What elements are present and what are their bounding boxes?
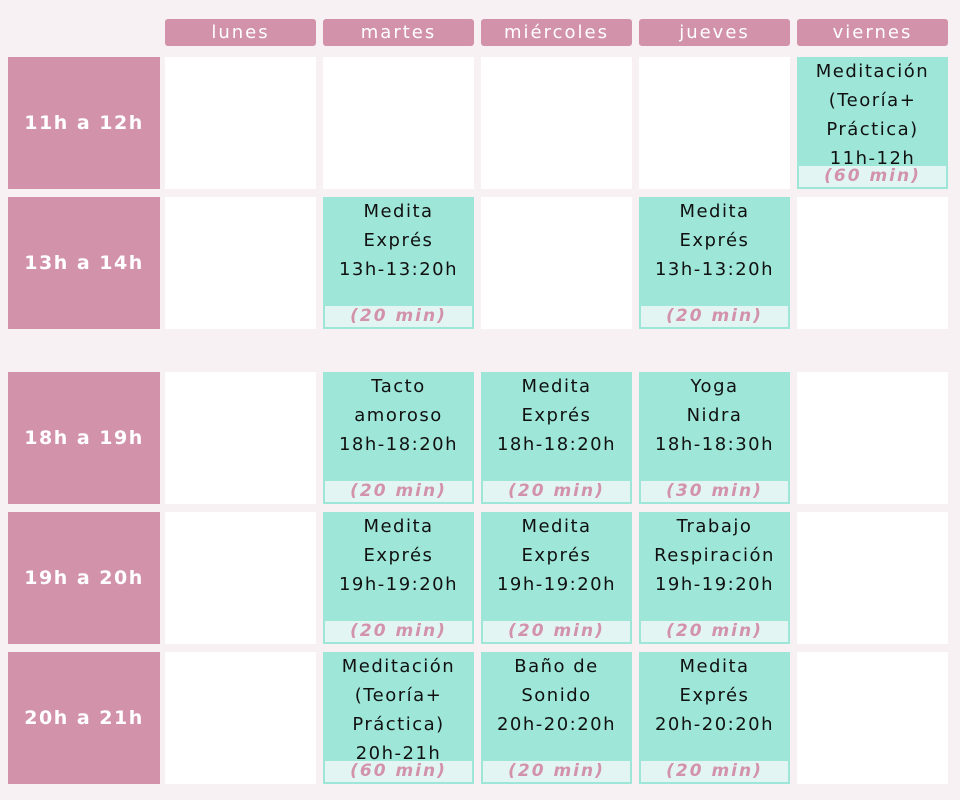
schedule-cell <box>165 372 316 504</box>
schedule-cell <box>797 512 948 644</box>
event-duration: (20 min) <box>325 621 472 642</box>
schedule-cell <box>165 512 316 644</box>
event-title-line: 19h-19:20h <box>338 574 459 595</box>
schedule-cell <box>165 57 316 189</box>
event-title-line: Yoga <box>690 376 739 397</box>
event-block[interactable]: Medita Exprés 19h-19:20h (20 min) <box>323 512 474 644</box>
event-title-line: Meditación <box>341 656 456 677</box>
event-title-line: Exprés <box>679 685 750 706</box>
event-block[interactable]: Baño de Sonido 20h-20:20h (20 min) <box>481 652 632 784</box>
event-title-line: Medita <box>521 516 592 537</box>
event-block[interactable]: Medita Exprés 18h-18:20h (20 min) <box>481 372 632 504</box>
event-title-line: 18h-18:20h <box>496 434 617 455</box>
event-title-line: Práctica) <box>352 714 445 735</box>
event-title-line: 19h-19:20h <box>654 574 775 595</box>
schedule-cell <box>797 197 948 329</box>
time-slot-label: 11h a 12h <box>8 57 160 189</box>
time-slot-label: 19h a 20h <box>8 512 160 644</box>
event-title-line: Nidra <box>686 405 743 426</box>
schedule-cell <box>481 197 632 329</box>
event-block[interactable]: Meditación (Teoría+ Práctica) 11h-12h (60 mi… <box>797 57 948 189</box>
event-title-line: 11h-12h <box>829 148 916 169</box>
event-title-line: Medita <box>679 201 750 222</box>
event-title-line: Medita <box>363 201 434 222</box>
day-header-4: viernes <box>797 19 948 46</box>
event-duration: (20 min) <box>483 621 630 642</box>
event-title-line: Práctica) <box>826 119 919 140</box>
event-title-line: Medita <box>363 516 434 537</box>
time-slot-label: 18h a 19h <box>8 372 160 504</box>
event-title-line: (Teoría+ <box>828 90 917 111</box>
schedule-cell <box>797 652 948 784</box>
event-duration: (20 min) <box>641 761 788 782</box>
event-block[interactable]: Medita Exprés 13h-13:20h (20 min) <box>323 197 474 329</box>
event-title-line: Respiración <box>654 545 775 566</box>
event-duration: (60 min) <box>799 166 946 187</box>
event-title-line: Exprés <box>521 545 592 566</box>
event-block[interactable]: Tacto amoroso 18h-18:20h (20 min) <box>323 372 474 504</box>
event-title-line: 20h-21h <box>355 743 442 764</box>
event-title-line: Exprés <box>679 230 750 251</box>
event-title-line: 20h-20:20h <box>654 714 775 735</box>
event-title-line: Meditación <box>815 61 930 82</box>
event-title-line: 18h-18:30h <box>654 434 775 455</box>
schedule-cell <box>639 57 790 189</box>
event-duration: (20 min) <box>483 761 630 782</box>
event-title-line: Medita <box>679 656 750 677</box>
event-title-line: (Teoría+ <box>354 685 443 706</box>
event-block[interactable]: Meditación (Teoría+ Práctica) 20h-21h (60 mi… <box>323 652 474 784</box>
event-title-line: 13h-13:20h <box>338 259 459 280</box>
schedule-cell <box>323 57 474 189</box>
schedule-cell <box>165 652 316 784</box>
time-slot-label: 20h a 21h <box>8 652 160 784</box>
time-slot-label: 13h a 14h <box>8 197 160 329</box>
event-duration: (60 min) <box>325 761 472 782</box>
event-title-line: Exprés <box>363 230 434 251</box>
event-title-line: Tacto <box>371 376 426 397</box>
event-title-line: Sonido <box>521 685 592 706</box>
day-header-3: jueves <box>639 19 790 46</box>
day-header-1: martes <box>323 19 474 46</box>
event-title-line: 13h-13:20h <box>654 259 775 280</box>
event-duration: (20 min) <box>641 621 788 642</box>
event-title-line: 18h-18:20h <box>338 434 459 455</box>
event-title-line: Exprés <box>363 545 434 566</box>
event-duration: (20 min) <box>325 481 472 502</box>
event-block[interactable]: Medita Exprés 13h-13:20h (20 min) <box>639 197 790 329</box>
event-title-line: Medita <box>521 376 592 397</box>
event-title-line: amoroso <box>354 405 443 426</box>
event-duration: (30 min) <box>641 481 788 502</box>
event-duration: (20 min) <box>483 481 630 502</box>
event-block[interactable]: Yoga Nidra 18h-18:30h (30 min) <box>639 372 790 504</box>
event-title-line: Exprés <box>521 405 592 426</box>
day-header-2: miércoles <box>481 19 632 46</box>
event-block[interactable]: Medita Exprés 19h-19:20h (20 min) <box>481 512 632 644</box>
event-title-line: 19h-19:20h <box>496 574 617 595</box>
event-block[interactable]: Trabajo Respiración 19h-19:20h (20 min) <box>639 512 790 644</box>
event-duration: (20 min) <box>641 306 788 327</box>
event-duration: (20 min) <box>325 306 472 327</box>
day-header-0: lunes <box>165 19 316 46</box>
schedule-cell <box>165 197 316 329</box>
event-title-line: Baño de <box>514 656 599 677</box>
event-title-line: 20h-20:20h <box>496 714 617 735</box>
schedule-cell <box>481 57 632 189</box>
schedule-cell <box>797 372 948 504</box>
event-title-line: Trabajo <box>676 516 753 537</box>
event-block[interactable]: Medita Exprés 20h-20:20h (20 min) <box>639 652 790 784</box>
